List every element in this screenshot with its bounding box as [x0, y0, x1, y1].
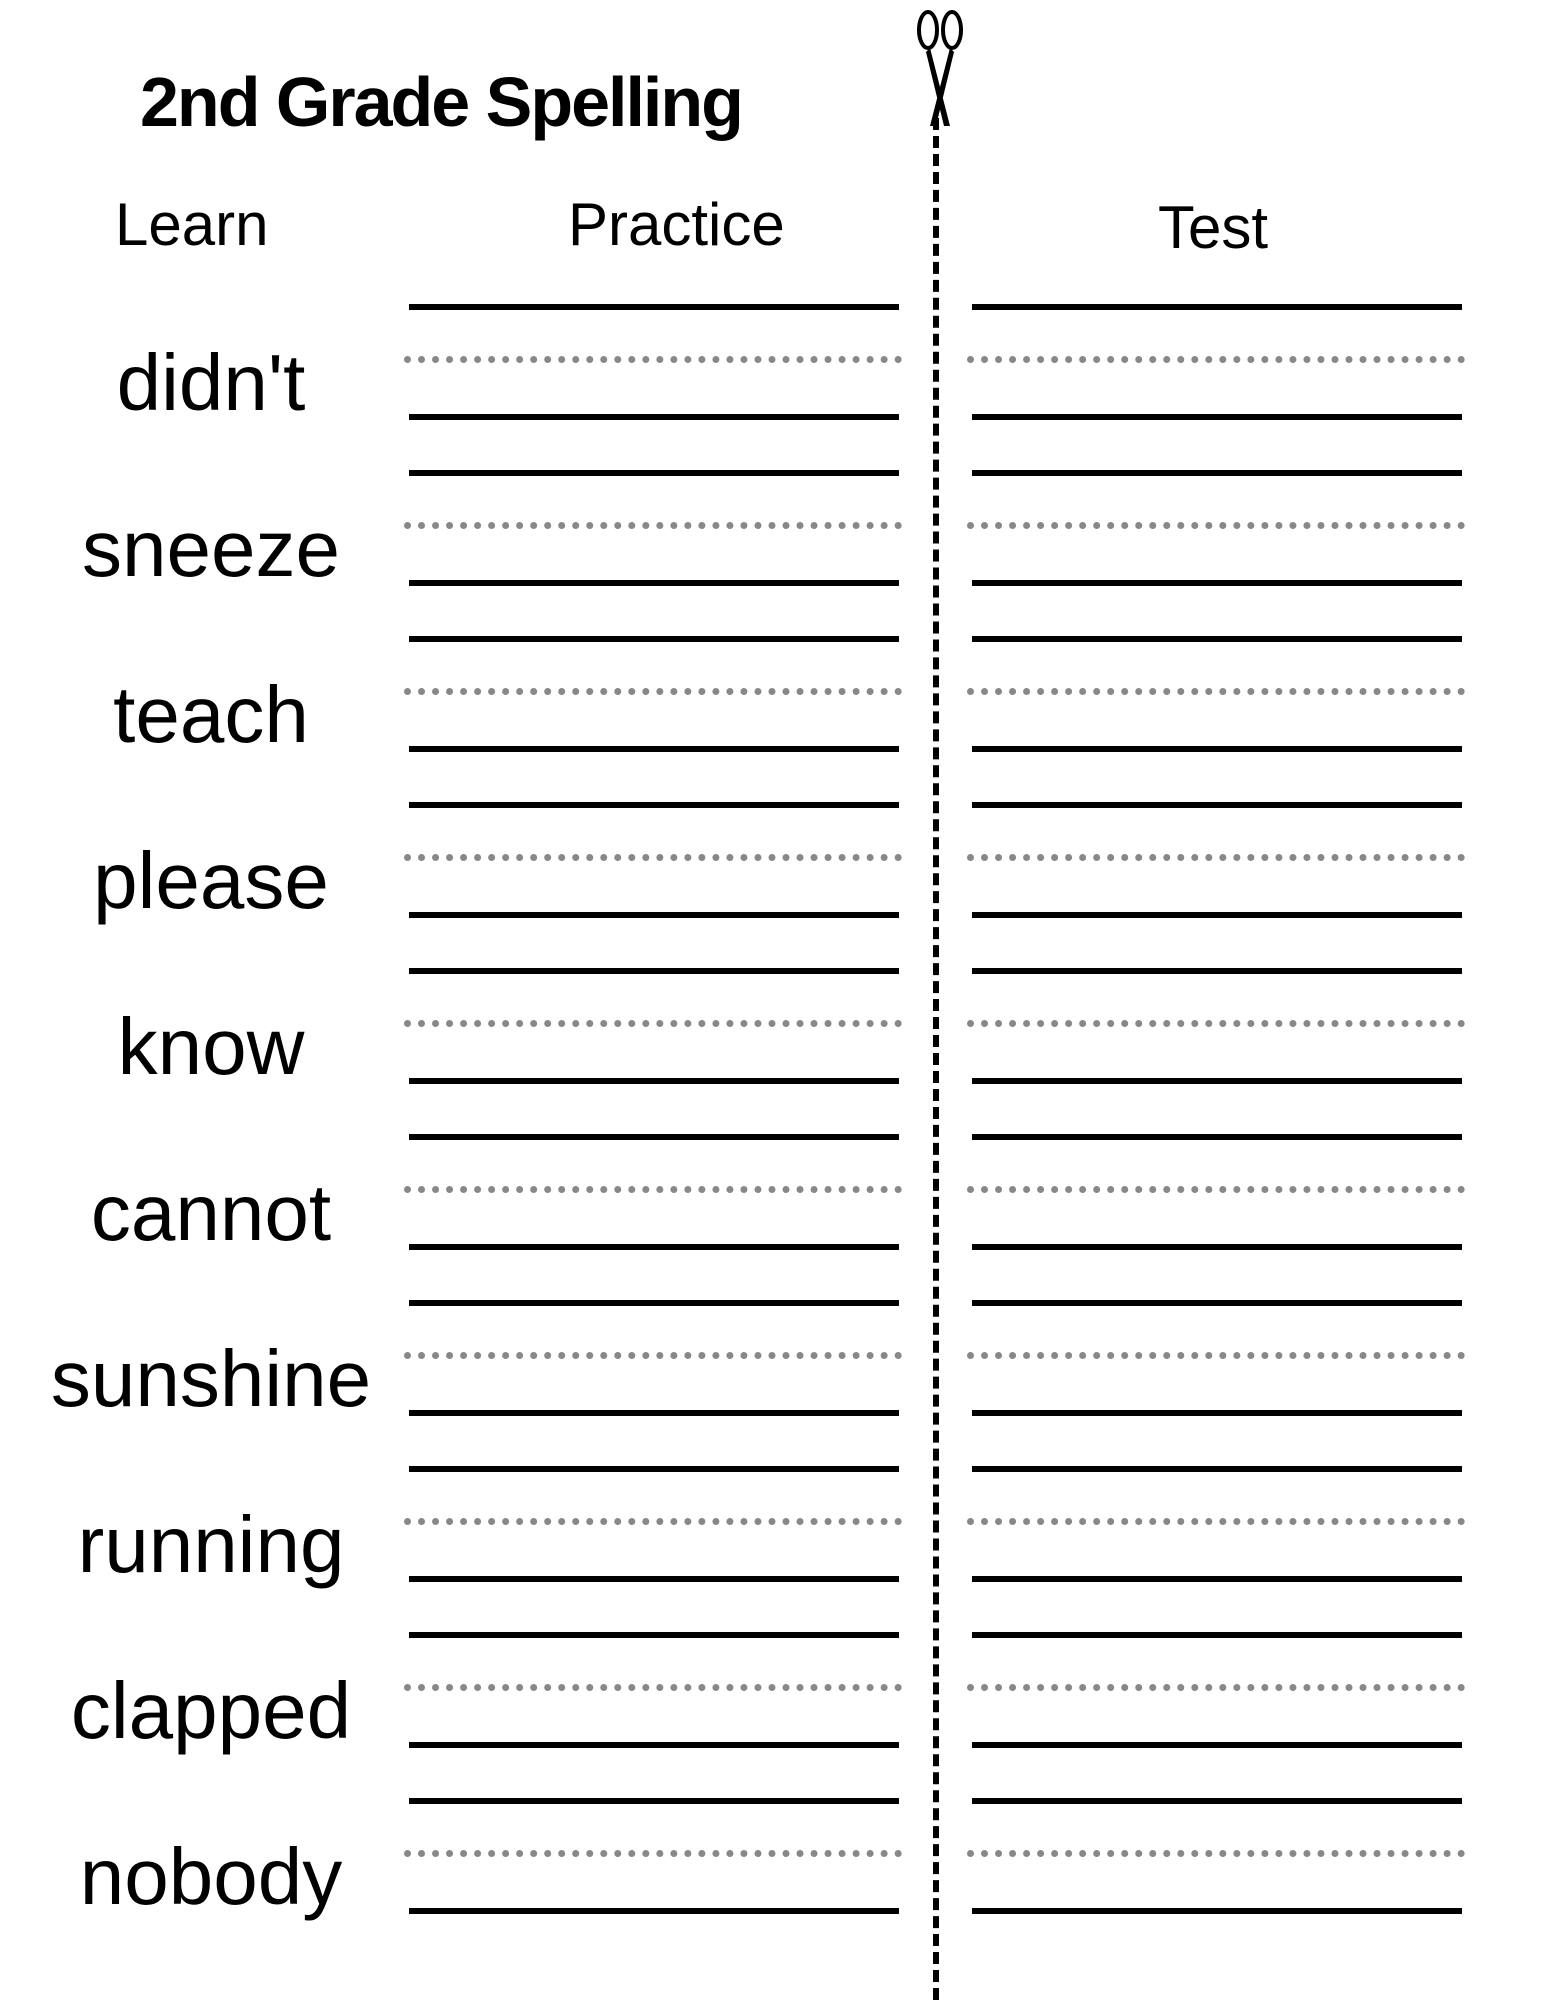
- test-top-line[interactable]: [972, 1300, 1462, 1306]
- practice-top-line[interactable]: [409, 1300, 899, 1306]
- test-mid-line[interactable]: [967, 522, 1465, 529]
- word-row: teach: [0, 636, 1545, 802]
- test-top-line[interactable]: [972, 1798, 1462, 1804]
- practice-top-line[interactable]: [409, 470, 899, 476]
- worksheet-title: 2nd Grade Spelling: [140, 63, 744, 141]
- practice-base-line[interactable]: [409, 1908, 899, 1914]
- test-mid-line[interactable]: [967, 1352, 1465, 1359]
- spelling-word: sneeze: [82, 504, 340, 593]
- test-base-line[interactable]: [972, 580, 1462, 586]
- practice-base-line[interactable]: [409, 1078, 899, 1084]
- practice-mid-line[interactable]: [404, 688, 902, 695]
- practice-mid-line[interactable]: [404, 1352, 902, 1359]
- header-practice: Practice: [568, 191, 785, 258]
- word-row: sunshine: [0, 1300, 1545, 1466]
- test-base-line[interactable]: [972, 746, 1462, 752]
- practice-base-line[interactable]: [409, 1576, 899, 1582]
- scissors-icon: [917, 10, 963, 126]
- practice-top-line[interactable]: [409, 1632, 899, 1638]
- header-learn: Learn: [115, 191, 269, 258]
- practice-base-line[interactable]: [409, 1244, 899, 1250]
- test-mid-line[interactable]: [967, 688, 1465, 695]
- test-base-line[interactable]: [972, 1244, 1462, 1250]
- test-mid-line[interactable]: [967, 1518, 1465, 1525]
- test-mid-line[interactable]: [967, 1186, 1465, 1193]
- practice-top-line[interactable]: [409, 304, 899, 310]
- spelling-word: know: [117, 1002, 305, 1091]
- practice-base-line[interactable]: [409, 414, 899, 420]
- spelling-word: please: [93, 836, 329, 925]
- practice-base-line[interactable]: [409, 912, 899, 918]
- test-mid-line[interactable]: [967, 1684, 1465, 1691]
- practice-top-line[interactable]: [409, 1466, 899, 1472]
- test-top-line[interactable]: [972, 802, 1462, 808]
- test-base-line[interactable]: [972, 414, 1462, 420]
- spelling-word: clapped: [70, 1666, 352, 1755]
- practice-top-line[interactable]: [409, 1134, 899, 1140]
- practice-mid-line[interactable]: [404, 1186, 902, 1193]
- spelling-word: nobody: [79, 1832, 343, 1921]
- test-base-line[interactable]: [972, 1908, 1462, 1914]
- test-mid-line[interactable]: [967, 1850, 1465, 1857]
- test-top-line[interactable]: [972, 968, 1462, 974]
- practice-mid-line[interactable]: [404, 1020, 902, 1027]
- practice-mid-line[interactable]: [404, 1684, 902, 1691]
- test-top-line[interactable]: [972, 636, 1462, 642]
- spelling-word: sunshine: [50, 1334, 372, 1423]
- test-top-line[interactable]: [972, 1134, 1462, 1140]
- practice-mid-line[interactable]: [404, 522, 902, 529]
- practice-mid-line[interactable]: [404, 356, 902, 363]
- spelling-word: didn't: [116, 338, 306, 427]
- test-top-line[interactable]: [972, 470, 1462, 476]
- practice-top-line[interactable]: [409, 636, 899, 642]
- test-top-line[interactable]: [972, 1632, 1462, 1638]
- practice-mid-line[interactable]: [404, 854, 902, 861]
- spelling-word: running: [77, 1500, 345, 1589]
- test-base-line[interactable]: [972, 1576, 1462, 1582]
- word-row: know: [0, 968, 1545, 1134]
- practice-top-line[interactable]: [409, 1798, 899, 1804]
- test-mid-line[interactable]: [967, 854, 1465, 861]
- test-base-line[interactable]: [972, 912, 1462, 918]
- word-row: running: [0, 1466, 1545, 1632]
- header-test: Test: [1158, 194, 1269, 261]
- word-row: please: [0, 802, 1545, 968]
- test-top-line[interactable]: [972, 304, 1462, 310]
- word-row: cannot: [0, 1134, 1545, 1300]
- test-top-line[interactable]: [972, 1466, 1462, 1472]
- practice-base-line[interactable]: [409, 580, 899, 586]
- word-row: nobody: [0, 1798, 1545, 1964]
- word-row: clapped: [0, 1632, 1545, 1798]
- practice-base-line[interactable]: [409, 1410, 899, 1416]
- test-base-line[interactable]: [972, 1078, 1462, 1084]
- test-base-line[interactable]: [972, 1742, 1462, 1748]
- word-row: sneeze: [0, 470, 1545, 636]
- practice-top-line[interactable]: [409, 802, 899, 808]
- test-mid-line[interactable]: [967, 356, 1465, 363]
- practice-mid-line[interactable]: [404, 1518, 902, 1525]
- practice-top-line[interactable]: [409, 968, 899, 974]
- spelling-word: teach: [113, 670, 309, 759]
- practice-base-line[interactable]: [409, 746, 899, 752]
- spelling-word: cannot: [90, 1168, 332, 1257]
- practice-mid-line[interactable]: [404, 1850, 902, 1857]
- cut-line: [933, 118, 939, 2000]
- practice-base-line[interactable]: [409, 1742, 899, 1748]
- test-mid-line[interactable]: [967, 1020, 1465, 1027]
- test-base-line[interactable]: [972, 1410, 1462, 1416]
- word-row: didn't: [0, 304, 1545, 470]
